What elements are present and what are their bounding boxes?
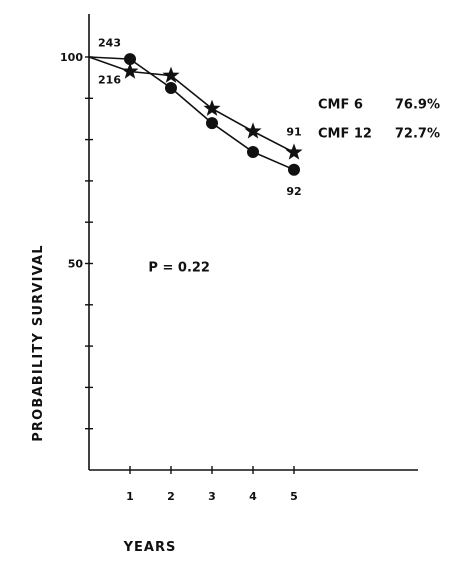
y-axis-label: PROBABILITY SURVIVAL bbox=[31, 244, 46, 442]
circle-marker bbox=[247, 145, 259, 158]
patient-count-label: 216 bbox=[98, 74, 121, 87]
series-layer bbox=[88, 53, 303, 176]
circle-marker bbox=[124, 53, 136, 66]
star-marker bbox=[121, 62, 139, 79]
star-marker bbox=[285, 143, 303, 160]
series-cmf-6 bbox=[88, 56, 303, 160]
series-line bbox=[88, 56, 295, 171]
patient-count-label: 92 bbox=[286, 185, 301, 198]
legend-series-name: CMF 6 bbox=[318, 98, 363, 113]
legend: CMF 6 76.9% CMF 12 72.7% bbox=[318, 98, 440, 142]
patient-count-label: 243 bbox=[98, 37, 121, 50]
star-marker bbox=[244, 122, 262, 139]
p-value-annotation: P = 0.22 bbox=[148, 261, 210, 276]
circle-marker bbox=[165, 81, 177, 94]
circle-marker bbox=[206, 117, 218, 130]
x-tick-label: 3 bbox=[208, 490, 216, 503]
chart-axes bbox=[88, 14, 418, 471]
x-tick-label: 5 bbox=[290, 490, 298, 503]
series-cmf-12 bbox=[88, 53, 300, 176]
legend-series-result: 72.7% bbox=[395, 127, 440, 142]
x-axis-label: YEARS bbox=[123, 540, 177, 555]
x-ticks: 1 2 3 4 5 bbox=[126, 466, 298, 503]
x-tick-label: 4 bbox=[249, 490, 257, 503]
star-marker bbox=[162, 66, 180, 83]
legend-series-result: 76.9% bbox=[395, 98, 440, 113]
x-tick-label: 1 bbox=[126, 490, 134, 503]
star-marker bbox=[203, 99, 221, 116]
x-tick-label: 2 bbox=[167, 490, 175, 503]
annotations: 243 216 91 92 P = 0.22 bbox=[98, 37, 302, 276]
y-tick-label: 50 bbox=[68, 258, 84, 271]
y-ticks: 100 50 bbox=[60, 51, 93, 430]
circle-marker bbox=[288, 163, 300, 176]
y-tick-label: 100 bbox=[60, 51, 83, 64]
patient-count-label: 91 bbox=[286, 125, 301, 138]
legend-series-name: CMF 12 bbox=[318, 127, 372, 142]
